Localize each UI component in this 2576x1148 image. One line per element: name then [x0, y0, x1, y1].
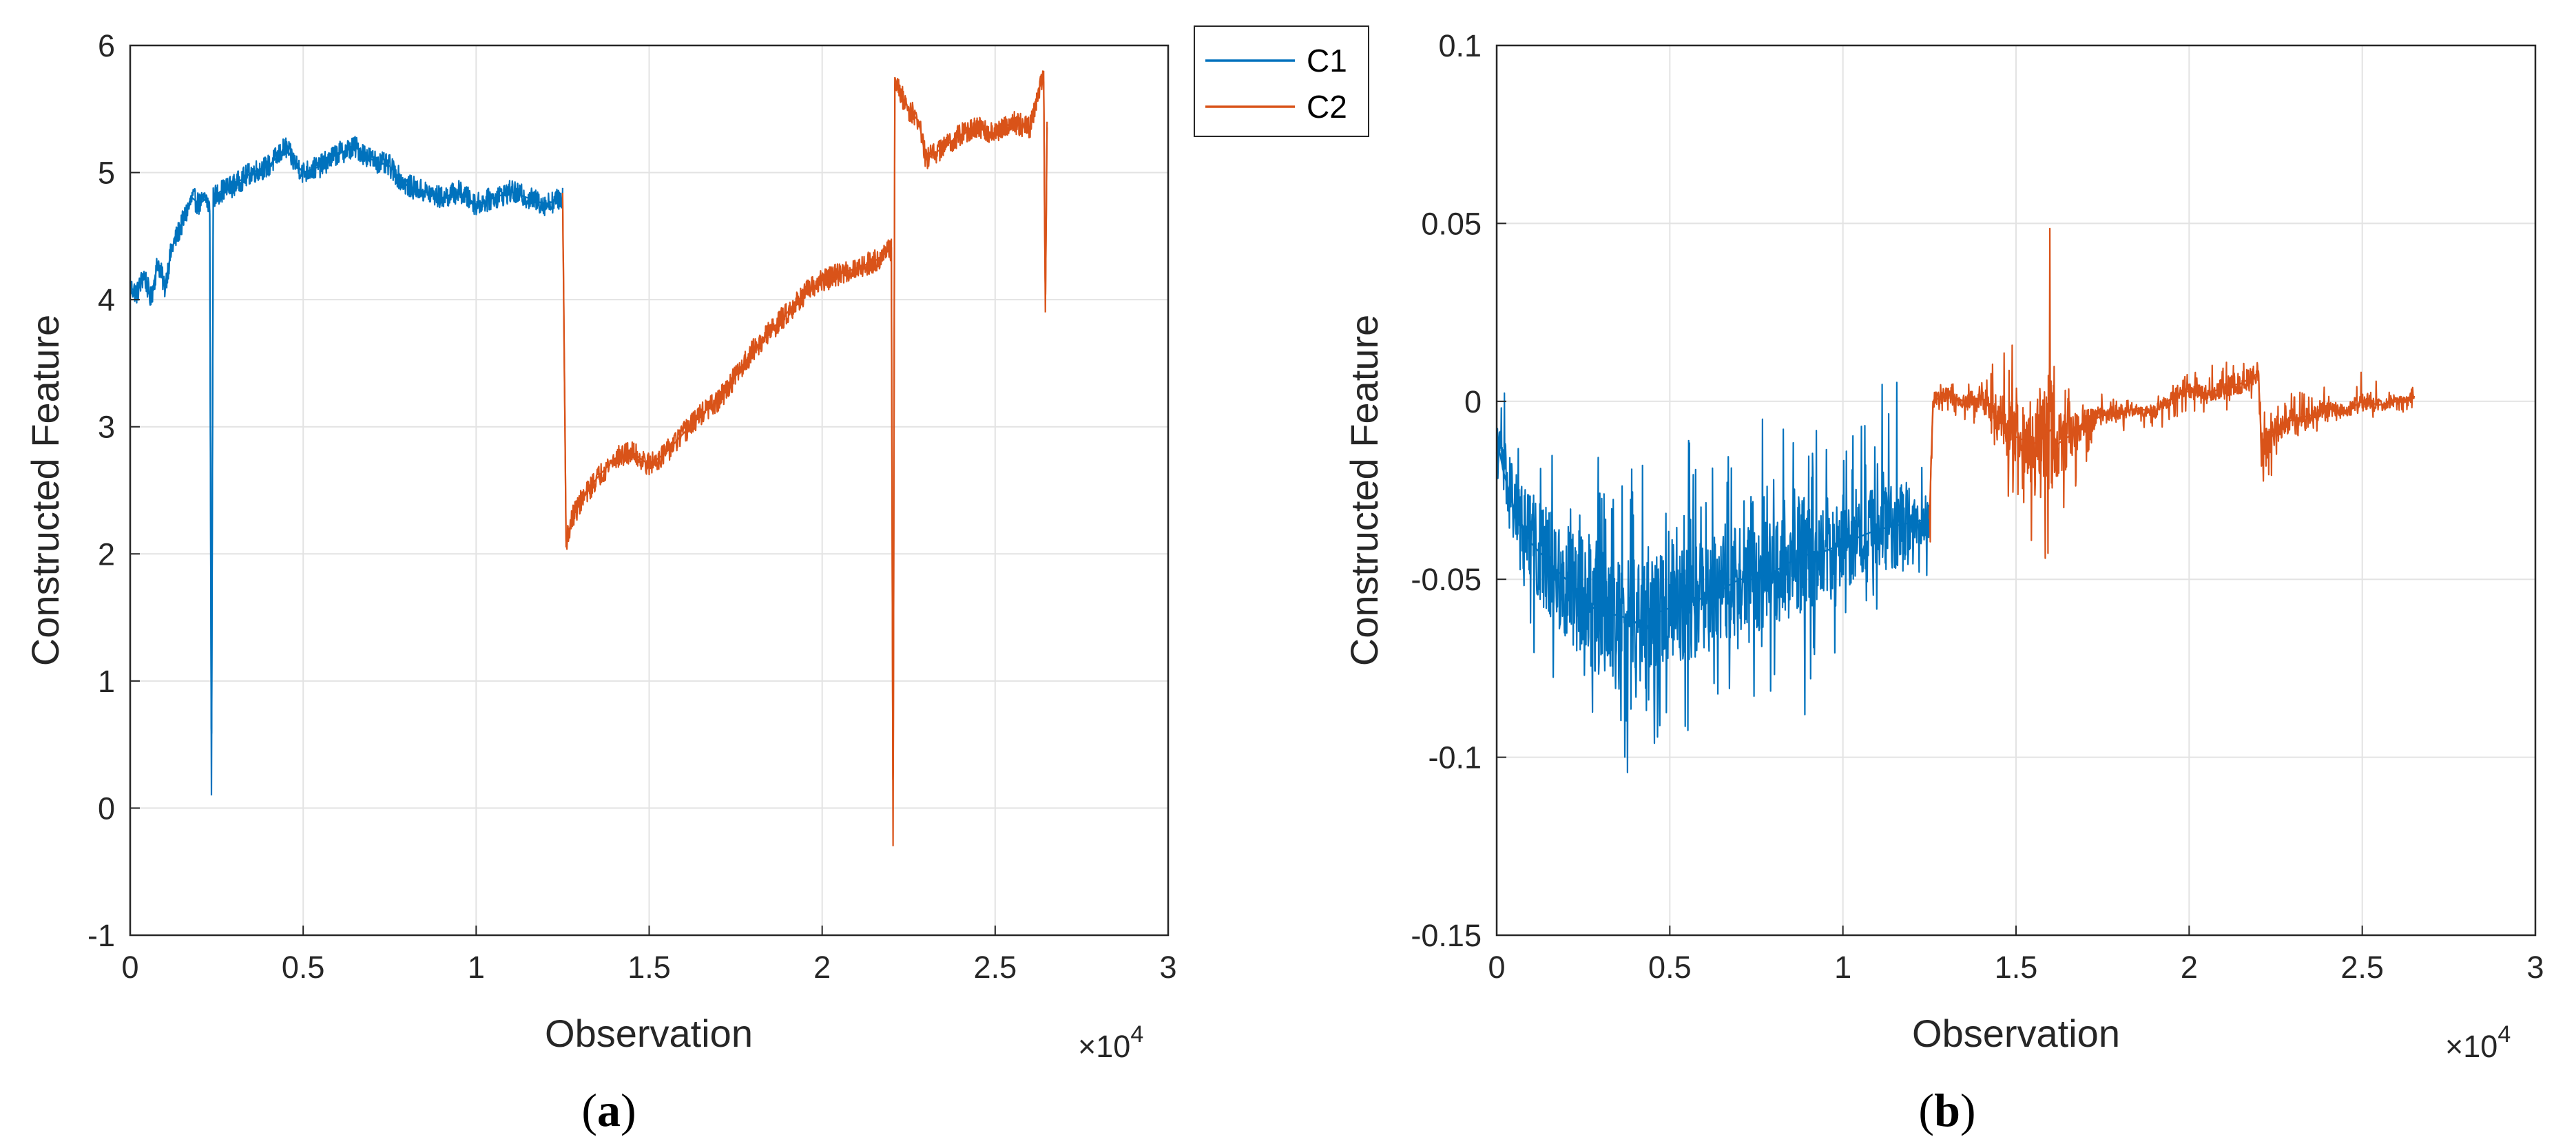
panel-label-letter-a: a [597, 1084, 621, 1136]
y-tick-label-a: -1 [87, 918, 115, 953]
y-tick-label-b: 0 [1464, 384, 1482, 419]
y-tick-label-b: -0.15 [1411, 918, 1482, 953]
legend: C1 C2 [1194, 25, 1369, 137]
panel-label-close-b: ) [1960, 1084, 1976, 1136]
x-tick-label-a: 3 [1159, 950, 1176, 985]
x-tick-label-a: 2 [813, 950, 831, 985]
y-tick-label-b: -0.05 [1411, 562, 1482, 597]
x-multiplier-b: ×104 [2445, 1021, 2511, 1064]
chart-panel-b: -0.15 -0.1 -0.05 0 0.05 0.1 0 0.5 1 1.5 2 2.5 3 Con… [1342, 28, 2544, 1136]
y-tick-label-a: 6 [98, 28, 115, 63]
panel-label-b: (b) [1918, 1084, 1975, 1136]
series-c2-trend-b [1929, 371, 2415, 519]
traces-b [1495, 227, 2416, 773]
x-tick-label-a: 1 [468, 950, 485, 985]
x-tick-label-b: 0 [1488, 950, 1505, 985]
x-tick-label-b: 3 [2526, 950, 2544, 985]
y-tick-label-b: 0.1 [1438, 28, 1482, 63]
x-tick-label-a: 2.5 [974, 950, 1017, 985]
x-tick-label-b: 1 [1834, 950, 1851, 985]
x-tick-label-a: 0.5 [282, 950, 325, 985]
y-tick-label-a: 0 [98, 791, 115, 826]
y-axis-label-b: Constructed Feature [1342, 315, 1386, 666]
y-axis-label-a: Constructed Feature [23, 315, 67, 666]
x-tick-labels-b: 0 0.5 1 1.5 2 2.5 3 [1488, 950, 2544, 985]
panel-label-a: (a) [581, 1084, 636, 1136]
y-tick-label-b: -0.1 [1428, 740, 1482, 775]
traces-a [129, 70, 1048, 847]
x-multiplier-exp-a: 4 [1130, 1021, 1143, 1047]
x-tick-label-b: 2.5 [2340, 950, 2384, 985]
x-tick-labels-a: 0 0.5 1 1.5 2 2.5 3 [121, 950, 1176, 985]
y-tick-label-b: 0.05 [1421, 206, 1482, 241]
x-tick-label-a: 0 [121, 950, 138, 985]
y-tick-labels-b: -0.15 -0.1 -0.05 0 0.05 0.1 [1411, 28, 1482, 953]
y-tick-label-a: 4 [98, 282, 115, 317]
y-tick-label-a: 3 [98, 410, 115, 445]
plot-area-b [1495, 44, 2537, 937]
x-axis-label-b: Observation [1912, 1012, 2120, 1055]
panel-label-open-b: ( [1918, 1084, 1934, 1136]
x-tick-label-b: 0.5 [1648, 950, 1692, 985]
y-tick-label-a: 1 [98, 664, 115, 699]
panel-label-letter-b: b [1934, 1084, 1960, 1136]
y-tick-labels-a: -1 0 1 2 3 4 5 6 [87, 28, 115, 953]
legend-box [1194, 25, 1369, 137]
x-multiplier-base-a: ×10 [1078, 1029, 1130, 1064]
x-tick-label-b: 1.5 [1995, 950, 2038, 985]
x-multiplier-base-b: ×10 [2445, 1029, 2497, 1064]
x-tick-label-b: 2 [2181, 950, 2198, 985]
x-axis-label-a: Observation [545, 1012, 753, 1055]
panel-label-close-a: ) [621, 1084, 636, 1136]
x-multiplier-a: ×104 [1078, 1021, 1143, 1064]
x-multiplier-exp-b: 4 [2497, 1021, 2511, 1047]
legend-label-c1: C1 [1307, 43, 1347, 79]
legend-label-c2: C2 [1307, 89, 1347, 125]
series-c1-trend-b [1495, 437, 1930, 634]
panel-label-open-a: ( [581, 1084, 597, 1136]
series-c2-trend-a [561, 70, 1048, 846]
x-tick-label-a: 1.5 [627, 950, 671, 985]
y-tick-label-a: 2 [98, 536, 115, 572]
y-tick-label-a: 5 [98, 156, 115, 191]
plot-area-a [129, 44, 1170, 937]
series-c1-trend-a [129, 145, 563, 796]
